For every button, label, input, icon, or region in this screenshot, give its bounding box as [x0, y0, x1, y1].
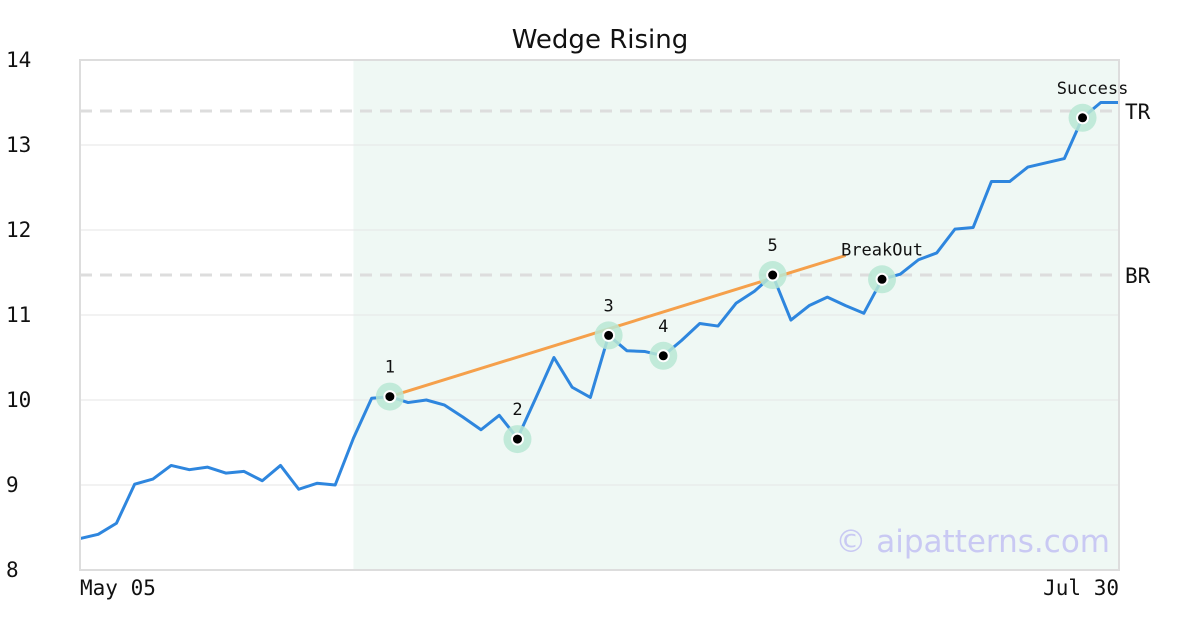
x-tick-label-end: Jul 30	[1043, 576, 1119, 600]
gridlines	[80, 144, 1119, 486]
reference-lines: TR BR	[80, 100, 1151, 288]
y-tick-label: 14	[6, 48, 31, 72]
pattern-points: 1 2 3 4 5 BreakOut Success	[375, 79, 1129, 454]
y-tick-label: 10	[6, 388, 31, 412]
y-axis: 8 9 10 11 12 13 14	[6, 48, 31, 582]
y-tick-label: 9	[6, 473, 19, 497]
y-tick-label: 13	[6, 133, 31, 157]
pattern-point-label: 5	[768, 236, 778, 256]
pattern-point-label: 3	[603, 296, 613, 316]
pattern-point-dot	[510, 432, 524, 446]
pattern-point-dot	[766, 268, 780, 282]
pattern-point-dot	[602, 328, 616, 342]
pattern-point-dot	[656, 349, 670, 363]
watermark: © aipatterns.com	[835, 524, 1110, 560]
reference-line-label: TR	[1125, 100, 1151, 124]
y-tick-label: 11	[6, 303, 31, 327]
plot-frame	[79, 59, 1120, 571]
pattern-point-dot	[1076, 111, 1090, 125]
pattern-point-label: 1	[385, 358, 395, 378]
pattern-point-label: 2	[512, 400, 522, 420]
y-tick-label: 8	[6, 558, 19, 582]
y-tick-label: 12	[6, 218, 31, 242]
pattern-point-dot	[383, 390, 397, 404]
pattern-point-dot	[875, 272, 889, 286]
price-series-line	[79, 101, 1119, 541]
pattern-point-label: 4	[658, 317, 668, 337]
x-tick-label-start: May 05	[80, 576, 156, 600]
pattern-point-label: BreakOut	[841, 240, 923, 260]
chart-title: Wedge Rising	[512, 25, 689, 55]
reference-line-label: BR	[1125, 264, 1151, 288]
pattern-point-label: Success	[1057, 79, 1129, 99]
